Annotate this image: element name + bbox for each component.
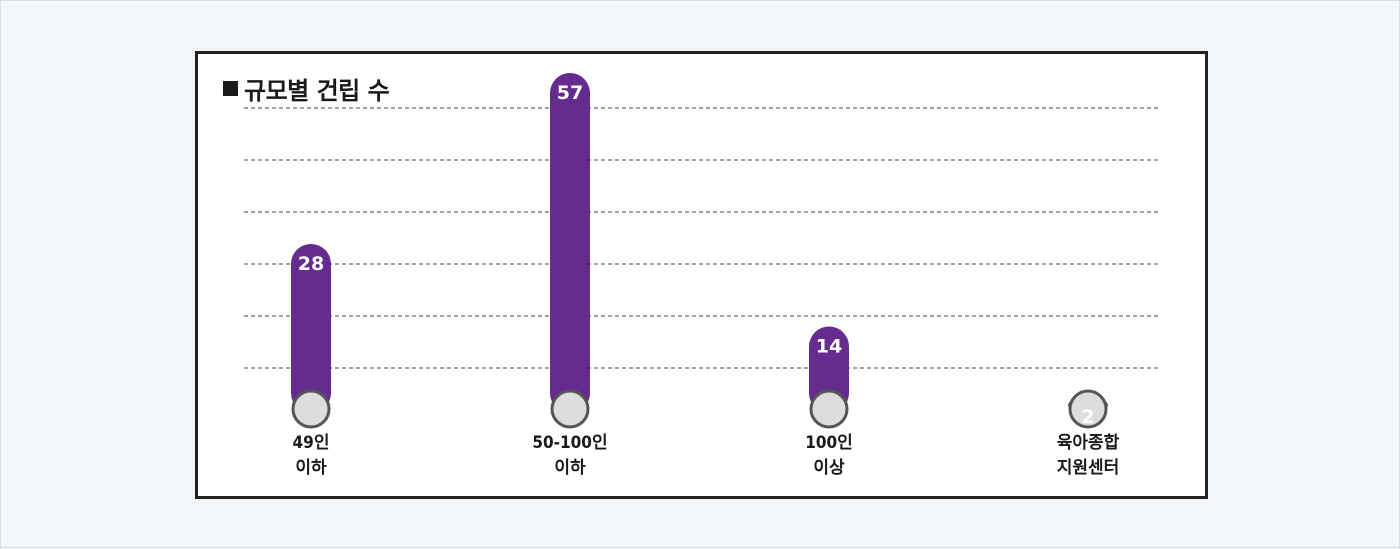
bar-2 xyxy=(809,326,849,413)
category-label-3-0: 육아종합 xyxy=(1057,432,1120,453)
category-label-1-0: 50-100인 xyxy=(532,433,607,453)
chart-title: 규모별 건립 수 xyxy=(223,71,390,106)
value-label-0: 28 xyxy=(298,253,324,275)
chart-title-text: 규모별 건립 수 xyxy=(244,77,390,105)
category-label-2-1: 이상 xyxy=(813,458,845,478)
category-label-3-1: 지원센터 xyxy=(1057,458,1120,478)
bar-1 xyxy=(550,73,590,413)
bar-0 xyxy=(291,243,331,413)
value-label-1: 57 xyxy=(557,82,583,104)
value-label-2: 14 xyxy=(816,335,842,357)
value-label-3: 2 xyxy=(1081,406,1094,428)
bar-base-3 xyxy=(1068,389,1108,429)
category-label-0-0: 49인 xyxy=(293,433,330,453)
chart-frame xyxy=(195,51,1208,499)
bar-base-2 xyxy=(809,389,849,429)
title-square-icon xyxy=(223,81,238,96)
category-label-2-0: 100인 xyxy=(805,433,853,453)
bar-base-0 xyxy=(291,389,331,429)
category-label-0-1: 이하 xyxy=(295,458,327,478)
bar-base-1 xyxy=(550,389,590,429)
category-label-1-1: 이하 xyxy=(554,458,586,478)
